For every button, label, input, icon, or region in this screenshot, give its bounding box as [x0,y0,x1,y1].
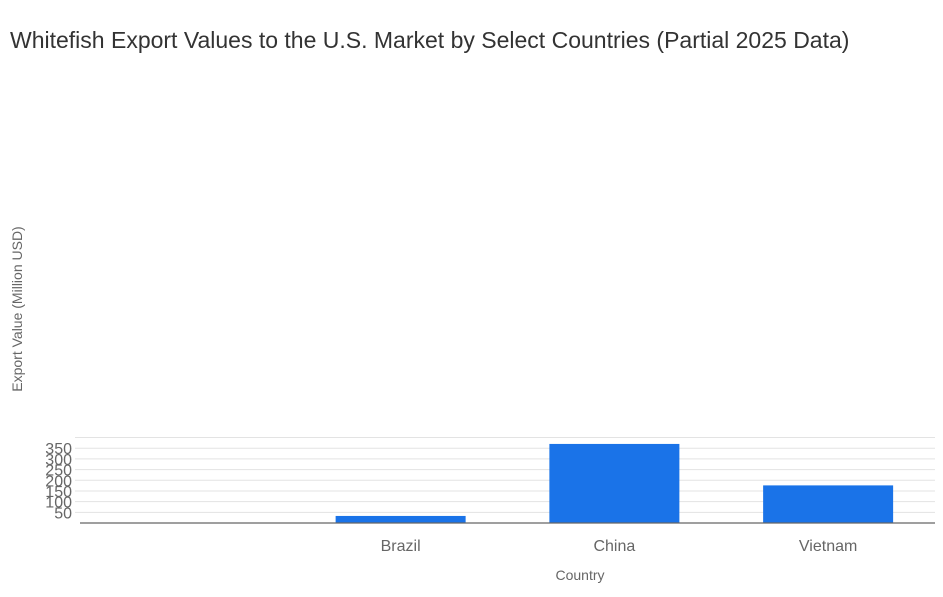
bar-china [549,443,680,523]
gridlines [75,437,935,513]
y-tick-label: 150 [45,484,72,501]
x-axis-ticks: Brazil China Vietnam [381,538,858,555]
y-tick-label: 100 [45,495,72,512]
chart-title: Whitefish Export Values to the U.S. Mark… [10,27,850,53]
y-tick-label: 50 [54,505,72,522]
bar-vietnam [763,485,894,523]
x-tick-label: Vietnam [799,538,857,555]
y-tick-label: 300 [45,452,72,469]
x-tick-label: China [593,538,635,555]
bars [335,443,894,523]
bar-brazil [335,515,466,523]
y-tick-label: 250 [45,463,72,480]
y-tick-label: 350 [45,441,72,458]
x-tick-label: Brazil [381,538,421,555]
y-tick-label: 200 [45,473,72,490]
y-axis-title: Export Value (Million USD) [9,226,25,391]
x-axis-title: Country [555,567,604,583]
